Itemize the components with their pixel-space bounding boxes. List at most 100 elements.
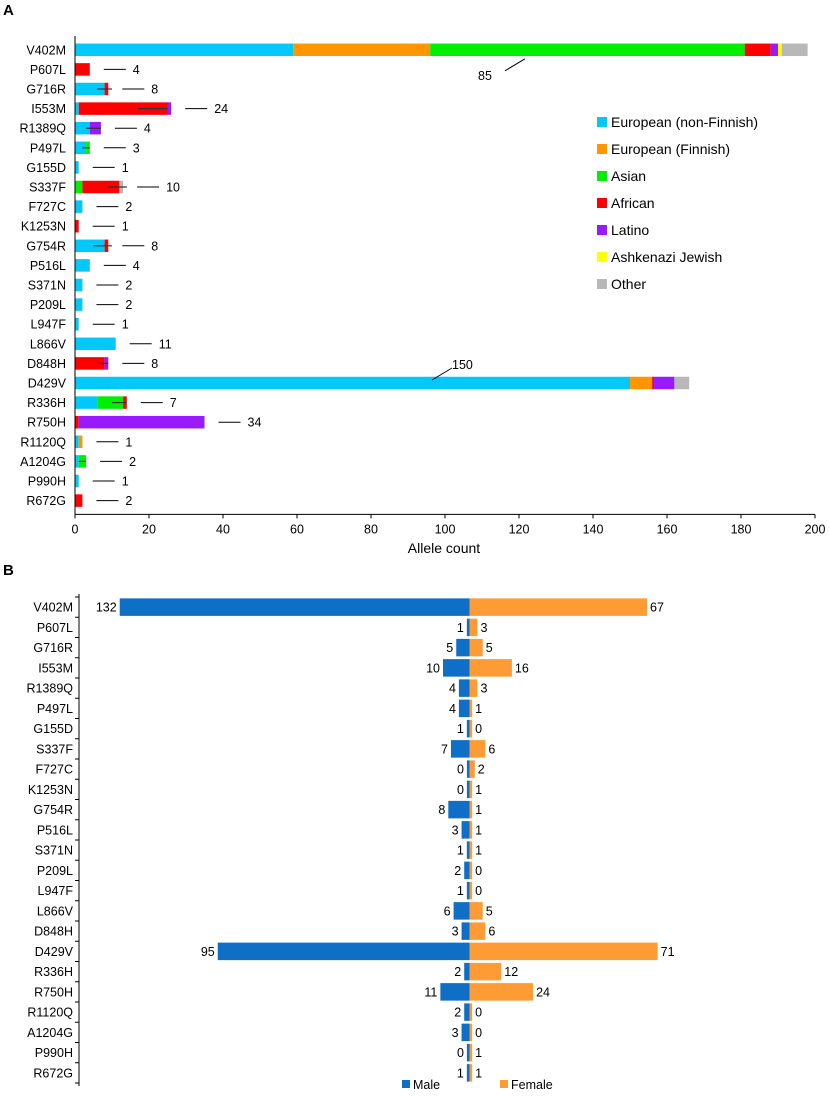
panel-b-female-value-k1253n: 1 xyxy=(475,783,482,797)
panel-a-x-tick-label-60: 60 xyxy=(290,522,304,536)
panel-a-category-label-r336h: R336H xyxy=(27,396,66,410)
panel-a-count-label-g754r: 8 xyxy=(151,239,158,253)
panel-a-count-label-s337f: 10 xyxy=(166,181,180,195)
panel-a-category-label-g754r: G754R xyxy=(26,239,66,253)
panel-b-bar-male-p497l xyxy=(458,699,470,718)
panel-a-category-label-l947f: L947F xyxy=(31,318,67,332)
panel-b-female-value-r1120q: 0 xyxy=(475,1006,482,1020)
panel-a-count-label-r1120q: 1 xyxy=(125,435,132,449)
panel-b-category-label-r750h: R750H xyxy=(34,985,73,999)
panel-a-bar-g716r-european-non-finnish xyxy=(75,82,105,96)
panel-b-bar-male-f727c xyxy=(466,760,470,778)
panel-a-x-tick-label-40: 40 xyxy=(216,522,230,536)
panel-b-legend-label-female: Female xyxy=(511,1078,553,1092)
panel-a-category-label-p990h: P990H xyxy=(28,475,66,489)
panel-b-female-value-s371n: 1 xyxy=(475,844,482,858)
panel-b-male-value-r1120q: 2 xyxy=(454,1006,461,1020)
panel-a-category-label-f727c: F727C xyxy=(28,200,66,214)
panel-a-legend-label-latino: Latino xyxy=(611,222,649,238)
panel-a-category-label-s337f: S337F xyxy=(29,181,66,195)
panel-a-x-tick-label-0: 0 xyxy=(72,522,79,536)
panel-b-category-label-s371n: S371N xyxy=(35,844,73,858)
panel-b-bar-female-p607l xyxy=(469,618,478,637)
panel-a-letter: A xyxy=(3,2,14,19)
panel-b-female-value-l866v: 5 xyxy=(486,904,493,918)
panel-a-bar-i553m-latino xyxy=(167,102,172,115)
panel-b-category-label-g716r: G716R xyxy=(33,641,73,655)
panel-b-category-label-p990h: P990H xyxy=(35,1046,73,1060)
panel-b-category-label-d429v: D429V xyxy=(35,945,74,959)
panel-a-category-label-p497l: P497L xyxy=(30,141,66,155)
panel-b-male-value-d848h: 3 xyxy=(452,925,459,939)
panel-a-legend-label-ashkenazi-jewish: Ashkenazi Jewish xyxy=(611,249,722,265)
panel-b-category-label-r336h: R336H xyxy=(34,965,73,979)
panel-a-count-label-l947f: 1 xyxy=(122,318,129,332)
panel-a-count-label-p209l: 2 xyxy=(125,298,132,312)
panel-a-count-label-f727c: 2 xyxy=(125,200,132,214)
panel-b-male-value-r336h: 2 xyxy=(454,965,461,979)
panel-a-bar-d429v-european-non-finnish xyxy=(75,376,630,390)
panel-b-bar-male-l947f xyxy=(466,881,470,900)
panel-b-male-value-a1204g: 3 xyxy=(452,1026,459,1040)
panel-a-bar-r750h-african xyxy=(75,415,79,429)
panel-b-female-value-g155d: 0 xyxy=(475,722,482,736)
panel-a-category-label-k1253n: K1253N xyxy=(21,220,66,234)
panel-b-bar-female-p209l xyxy=(469,861,473,880)
panel-b-category-label-l947f: L947F xyxy=(38,884,74,898)
panel-a-x-tick-label-180: 180 xyxy=(731,522,752,536)
panel-b-category-label-p209l: P209L xyxy=(37,864,73,878)
panel-a-bar-r672g-african xyxy=(75,494,83,507)
panel-b-male-value-r750h: 11 xyxy=(424,985,437,999)
panel-b-male-value-l866v: 6 xyxy=(444,904,451,918)
panel-a-bar-a1204g-european-non-finnish xyxy=(75,455,79,468)
panel-a-x-tick-label-140: 140 xyxy=(583,522,604,536)
panel-b-female-value-r672g: 1 xyxy=(475,1066,482,1080)
panel-b-bar-female-f727c xyxy=(469,760,475,778)
panel-b-bar-male-r336h xyxy=(464,962,470,981)
panel-b-male-value-g155d: 1 xyxy=(457,722,464,736)
panel-b-female-value-l947f: 0 xyxy=(475,884,482,898)
panel-b-male-value-k1253n: 0 xyxy=(457,783,464,797)
panel-b-bar-male-s337f xyxy=(450,740,470,758)
panel-b-male-value-i553m: 10 xyxy=(426,661,440,675)
panel-b-female-value-p607l: 3 xyxy=(480,621,487,635)
panel-b-category-label-a1204g: A1204G xyxy=(27,1026,73,1040)
panel-b-female-value-i553m: 16 xyxy=(515,661,529,675)
panel-b-female-value-v402m: 67 xyxy=(650,601,664,615)
panel-b-legend-swatch-male xyxy=(402,1080,410,1088)
panel-a-legend-swatch-european-non-finnish xyxy=(597,117,607,127)
panel-a-legend-label-european-non-finnish: European (non-Finnish) xyxy=(611,114,758,130)
panel-a-bar-v402m-other xyxy=(781,43,808,57)
panel-a-count-label-l866v: 11 xyxy=(159,337,172,351)
panel-a-count-label-r750h: 34 xyxy=(248,416,262,430)
panel-a-legend-swatch-latino xyxy=(597,225,607,235)
panel-a-category-label-l866v: L866V xyxy=(30,337,67,351)
panel-b-legend-label-male: Male xyxy=(413,1078,440,1092)
panel-a-axes: 0 20 40 60 80 100 120 140 160 180 200 xyxy=(72,36,825,536)
panel-b-bar-female-g155d xyxy=(469,719,473,738)
panel-a-count-label-r1389q: 4 xyxy=(144,122,151,136)
panel-a-bar-p497l-european-non-finnish xyxy=(75,141,87,155)
panel-b-male-value-p607l: 1 xyxy=(457,621,464,635)
panel-b-bar-male-i553m xyxy=(443,659,470,677)
panel-a-count-label-g155d: 1 xyxy=(122,161,129,175)
panel-b-female-value-p497l: 1 xyxy=(475,702,482,716)
panel-a-x-axis-title: Allele count xyxy=(408,540,480,556)
panel-a-bar-d429v-european-finnish xyxy=(630,376,653,390)
panel-a-bar-p516l-european-non-finnish xyxy=(75,259,90,272)
panel-b-category-label-f727c: F727C xyxy=(35,763,73,777)
panel-a-legend-label-african: African xyxy=(611,195,655,211)
panel-b-bar-male-d429v xyxy=(217,942,470,961)
panel-a-category-label-p607l: P607L xyxy=(30,63,66,77)
panel-b-female-value-a1204g: 0 xyxy=(475,1026,482,1040)
panel-a-bar-r336h-asian xyxy=(97,396,124,409)
panel-b-category-label-l866v: L866V xyxy=(37,904,74,918)
panel-b-male-value-p990h: 0 xyxy=(457,1046,464,1060)
panel-a-count-label-p990h: 1 xyxy=(122,475,129,489)
panel-b-female-value-p209l: 0 xyxy=(475,864,482,878)
panel-b-female-value-r336h: 12 xyxy=(504,965,518,979)
panel-a-x-tick-label-80: 80 xyxy=(364,522,378,536)
